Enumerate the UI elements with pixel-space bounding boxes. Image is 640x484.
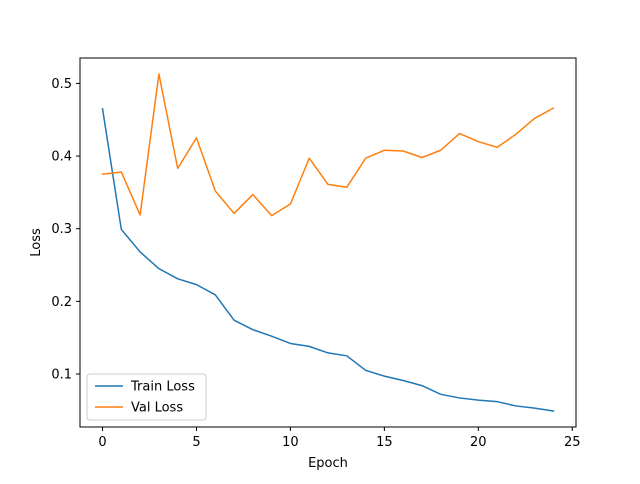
y-tick-label: 0.1 [51,367,72,382]
y-axis-ticks: 0.1 0.2 0.3 0.4 0.5 [51,77,80,382]
y-axis-label: Loss [29,228,44,257]
series-line-train-loss [101,107,555,412]
x-tick-label: 5 [192,435,200,450]
plot-frame [79,57,577,428]
y-tick-label: 0.2 [51,295,72,310]
x-tick-label: 10 [282,435,299,450]
x-tick-label: 20 [470,435,487,450]
series-lines [101,73,555,412]
legend: Train Loss Val Loss [86,373,207,421]
x-tick-label: 15 [376,435,393,450]
y-tick-label: 0.4 [51,150,72,165]
y-tick-label: 0.5 [51,77,72,92]
x-tick-label: 0 [98,435,106,450]
x-tick-label: 25 [564,435,581,450]
series-line-val-loss [101,73,555,217]
y-tick-label: 0.3 [51,222,72,237]
plot-background [80,58,576,427]
legend-label-train-loss: Train Loss [130,380,195,395]
legend-label-val-loss: Val Loss [131,401,183,416]
x-axis-label: Epoch [308,456,348,471]
x-axis-ticks: 0 5 10 15 20 25 [98,427,581,450]
